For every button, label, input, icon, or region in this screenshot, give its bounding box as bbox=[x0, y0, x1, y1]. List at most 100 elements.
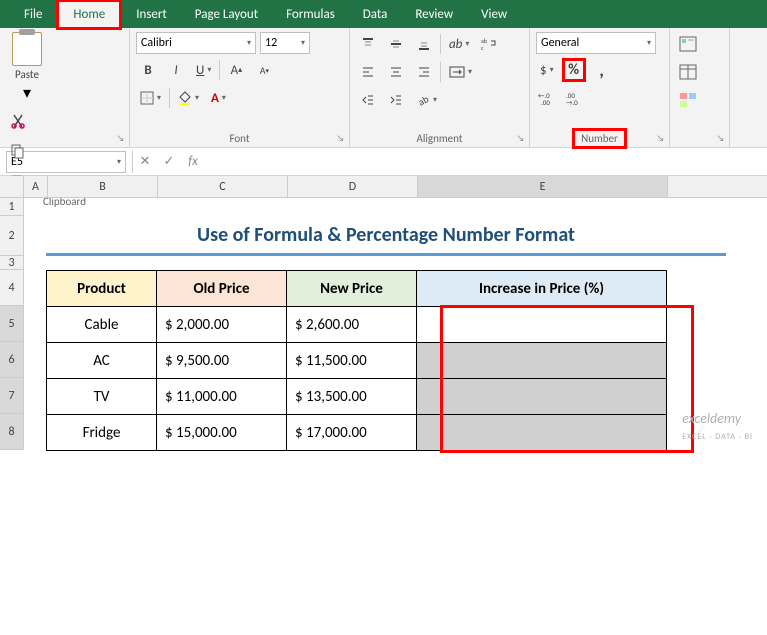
paste-icon bbox=[12, 32, 42, 66]
font-size-select[interactable]: 12▾ bbox=[260, 32, 310, 54]
cell-old[interactable]: $ 9,500.00 bbox=[157, 343, 287, 379]
row-header-6[interactable]: 6 bbox=[0, 342, 24, 378]
decrease-font-button[interactable]: A▾ bbox=[252, 58, 276, 82]
col-header-a[interactable]: A bbox=[24, 176, 48, 197]
svg-text:c: c bbox=[481, 44, 484, 51]
cell-new[interactable]: $ 17,000.00 bbox=[287, 415, 417, 451]
svg-text:ab: ab bbox=[416, 93, 430, 107]
table-row: AC $ 9,500.00 $ 11,500.00 bbox=[47, 343, 667, 379]
worksheet: A B C D E 1 2 3 4 5 6 7 8 Use of Formula… bbox=[0, 176, 767, 450]
dialog-launcher-number[interactable]: ↘ bbox=[654, 132, 667, 145]
increase-decimal-button[interactable]: ←.0.00 bbox=[536, 86, 560, 110]
orientation-diag-button[interactable]: ab▾ bbox=[412, 88, 441, 112]
table-row: TV $ 11,000.00 $ 13,500.00 bbox=[47, 379, 667, 415]
fx-button[interactable]: fx bbox=[181, 150, 205, 174]
italic-button[interactable]: I bbox=[164, 58, 188, 82]
cancel-formula-button[interactable]: ✕ bbox=[133, 150, 157, 174]
font-color-button[interactable]: A▾ bbox=[207, 86, 230, 110]
number-format-select[interactable]: General▾ bbox=[536, 32, 656, 54]
row-header-1[interactable]: 1 bbox=[0, 198, 24, 216]
cell-increase[interactable] bbox=[417, 379, 667, 415]
row-header-2[interactable]: 2 bbox=[0, 216, 24, 256]
fill-color-button[interactable]: ▾ bbox=[174, 86, 203, 110]
conditional-format-button[interactable] bbox=[676, 32, 700, 56]
cell-new[interactable]: $ 13,500.00 bbox=[287, 379, 417, 415]
dialog-launcher-styles[interactable]: ↘ bbox=[714, 132, 727, 145]
cell-new[interactable]: $ 11,500.00 bbox=[287, 343, 417, 379]
group-label-alignment: Alignment bbox=[356, 130, 523, 147]
dialog-launcher-clipboard[interactable]: ↘ bbox=[114, 132, 127, 145]
align-top-button[interactable] bbox=[356, 32, 380, 56]
font-name-select[interactable]: Calibri▾ bbox=[136, 32, 256, 54]
select-all-corner[interactable] bbox=[0, 176, 24, 197]
group-label-number: Number bbox=[536, 130, 663, 147]
dialog-launcher-font[interactable]: ↘ bbox=[334, 132, 347, 145]
orientation-button[interactable]: ab▾ bbox=[445, 32, 473, 56]
copy-button[interactable] bbox=[6, 139, 30, 163]
cell-product[interactable]: Cable bbox=[47, 307, 157, 343]
col-header-e[interactable]: E bbox=[418, 176, 668, 197]
data-table: Product Old Price New Price Increase in … bbox=[46, 270, 667, 451]
group-number: General▾ $▾ % , ←.0.00 .00→.0 Number ↘ bbox=[530, 28, 670, 147]
row-header-8[interactable]: 8 bbox=[0, 414, 24, 450]
decrease-indent-button[interactable] bbox=[356, 88, 380, 112]
cell-old[interactable]: $ 2,000.00 bbox=[157, 307, 287, 343]
tab-review[interactable]: Review bbox=[401, 2, 467, 27]
merge-button[interactable]: ▾ bbox=[445, 60, 476, 84]
cut-button[interactable] bbox=[6, 109, 30, 133]
tab-formulas[interactable]: Formulas bbox=[272, 2, 349, 27]
align-left-button[interactable] bbox=[356, 60, 380, 84]
bold-button[interactable]: B bbox=[136, 58, 160, 82]
increase-font-button[interactable]: A▴ bbox=[224, 58, 248, 82]
row-header-4[interactable]: 4 bbox=[0, 270, 24, 306]
cell-increase[interactable] bbox=[417, 307, 667, 343]
tab-insert[interactable]: Insert bbox=[122, 2, 181, 27]
underline-button[interactable]: U▾ bbox=[192, 58, 215, 82]
cell-product[interactable]: Fridge bbox=[47, 415, 157, 451]
th-product[interactable]: Product bbox=[47, 271, 157, 307]
cell-new[interactable]: $ 2,600.00 bbox=[287, 307, 417, 343]
dialog-launcher-alignment[interactable]: ↘ bbox=[514, 132, 527, 145]
font-name-value: Calibri bbox=[141, 36, 172, 50]
cell-increase[interactable] bbox=[417, 415, 667, 451]
percent-button[interactable]: % bbox=[562, 58, 586, 82]
col-header-d[interactable]: D bbox=[288, 176, 418, 197]
align-center-button[interactable] bbox=[384, 60, 408, 84]
th-new-price[interactable]: New Price bbox=[287, 271, 417, 307]
col-header-b[interactable]: B bbox=[48, 176, 158, 197]
row-header-3[interactable]: 3 bbox=[0, 256, 24, 270]
cell-styles-button[interactable] bbox=[676, 88, 700, 112]
group-alignment: ab▾ abc ▾ ab▾ Alignment ↘ bbox=[350, 28, 530, 147]
cells-area[interactable]: Use of Formula & Percentage Number Forma… bbox=[24, 198, 767, 450]
comma-button[interactable]: , bbox=[590, 58, 614, 82]
cell-old[interactable]: $ 15,000.00 bbox=[157, 415, 287, 451]
align-bottom-button[interactable] bbox=[412, 32, 436, 56]
format-table-button[interactable] bbox=[676, 60, 700, 84]
wrap-text-button[interactable]: abc bbox=[477, 32, 501, 56]
tab-data[interactable]: Data bbox=[349, 2, 402, 27]
paste-label: Paste bbox=[15, 68, 39, 81]
row-header-5[interactable]: 5 bbox=[0, 306, 24, 342]
cell-increase[interactable] bbox=[417, 343, 667, 379]
align-middle-button[interactable] bbox=[384, 32, 408, 56]
cell-old[interactable]: $ 11,000.00 bbox=[157, 379, 287, 415]
cell-product[interactable]: TV bbox=[47, 379, 157, 415]
increase-indent-button[interactable] bbox=[384, 88, 408, 112]
align-right-button[interactable] bbox=[412, 60, 436, 84]
borders-button[interactable]: ▾ bbox=[136, 86, 165, 110]
tab-file[interactable]: File bbox=[10, 2, 56, 27]
tab-page-layout[interactable]: Page Layout bbox=[181, 2, 272, 27]
column-headers: A B C D E bbox=[0, 176, 767, 198]
paste-button[interactable]: Paste ▾ bbox=[6, 32, 48, 103]
formula-input[interactable] bbox=[205, 151, 767, 173]
row-header-7[interactable]: 7 bbox=[0, 378, 24, 414]
enter-formula-button[interactable]: ✓ bbox=[157, 150, 181, 174]
tab-home[interactable]: Home bbox=[56, 0, 122, 30]
currency-button[interactable]: $▾ bbox=[536, 58, 558, 82]
tab-view[interactable]: View bbox=[467, 2, 521, 27]
th-old-price[interactable]: Old Price bbox=[157, 271, 287, 307]
col-header-c[interactable]: C bbox=[158, 176, 288, 197]
cell-product[interactable]: AC bbox=[47, 343, 157, 379]
th-increase[interactable]: Increase in Price (%) bbox=[417, 271, 667, 307]
decrease-decimal-button[interactable]: .00→.0 bbox=[564, 86, 588, 110]
